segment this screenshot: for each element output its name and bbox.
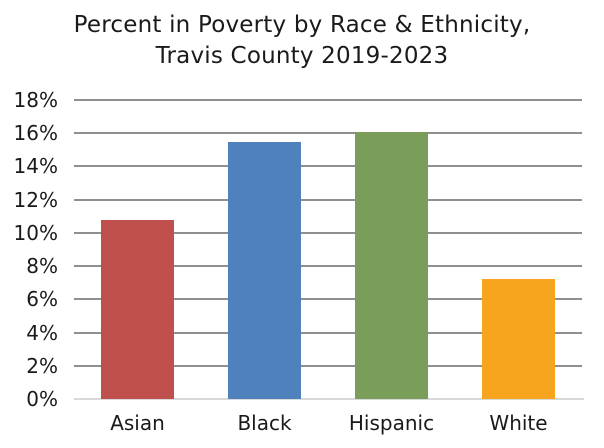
y-axis-label-12pct: 12% <box>13 187 58 212</box>
chart-title-line-1: Percent in Poverty by Race & Ethnicity, <box>73 12 531 38</box>
bar-black <box>228 141 301 399</box>
y-axis-label-18pct: 18% <box>13 88 58 112</box>
gridline-4pct <box>74 331 582 334</box>
gridline-14pct <box>74 165 582 168</box>
y-axis-label-2pct: 2% <box>26 353 58 378</box>
y-axis-label-0pct: 0% <box>26 387 58 411</box>
x-axis-label-hispanic: Hispanic <box>348 411 435 435</box>
bar-hispanic <box>355 131 428 399</box>
chart-title-line-2: Travis County 2019-2023 <box>155 43 449 69</box>
gridline-12pct <box>74 198 582 201</box>
y-axis-label-8pct: 8% <box>26 254 58 279</box>
x-axis-baseline <box>74 398 584 400</box>
gridline-18pct <box>74 99 582 101</box>
gridline-2pct <box>74 364 582 367</box>
y-axis-label-6pct: 6% <box>26 287 58 312</box>
gridline-16pct <box>74 132 582 135</box>
x-axis-label-white: White <box>489 411 548 435</box>
bar-asian <box>101 219 174 399</box>
gridline-8pct <box>74 265 582 268</box>
bar-white <box>482 279 555 399</box>
y-axis-label-4pct: 4% <box>26 320 58 345</box>
gridline-10pct <box>74 231 582 234</box>
x-axis-label-asian: Asian <box>110 411 165 435</box>
y-axis-label-10pct: 10% <box>13 220 58 245</box>
gridline-6pct <box>74 298 582 301</box>
x-axis-label-black: Black <box>237 411 292 435</box>
chart-title: Percent in Poverty by Race & Ethnicity, … <box>0 10 604 72</box>
y-axis-label-14pct: 14% <box>13 154 58 179</box>
y-axis-label-16pct: 16% <box>13 121 58 146</box>
